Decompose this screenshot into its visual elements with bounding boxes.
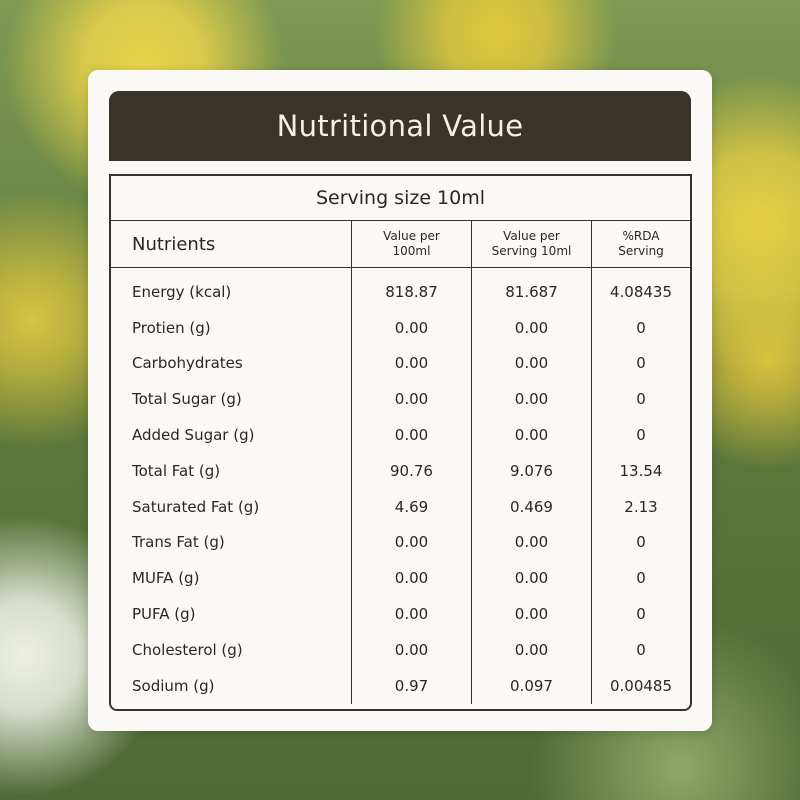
rda-percent: 0 (591, 345, 690, 382)
value-per-100ml: 0.00 (351, 596, 471, 632)
row-spacer (351, 268, 471, 274)
header-value-per-serving: Value per Serving 10ml (471, 221, 591, 268)
rda-percent: 4.08435 (591, 274, 690, 310)
row-spacer (591, 268, 690, 274)
rda-percent: 0.00485 (591, 667, 690, 704)
value-per-serving: 0.00 (471, 596, 591, 632)
rda-percent: 0 (591, 560, 690, 597)
value-per-serving: 0.00 (471, 345, 591, 382)
rda-percent: 0 (591, 417, 690, 453)
header-nutrients: Nutrients (111, 221, 351, 268)
nutrient-name: Carbohydrates (132, 354, 243, 373)
nutrition-table: Serving size 10ml Nutrients Value per 10… (109, 174, 692, 711)
rda-percent: 0 (591, 381, 690, 418)
value-per-serving: 0.00 (471, 381, 591, 418)
value-per-100ml: 0.00 (351, 345, 471, 382)
nutrition-grid: Nutrients Value per 100ml Value per Serv… (111, 221, 690, 704)
nutrient-name: Saturated Fat (g) (132, 497, 260, 516)
nutrient-name: MUFA (g) (132, 569, 200, 588)
page-title: Nutritional Value (276, 109, 524, 143)
nutrient-name: Total Fat (g) (132, 461, 221, 480)
value-per-100ml: 0.00 (351, 560, 471, 597)
nutrient-name: Trans Fat (g) (132, 533, 225, 552)
value-per-serving: 0.469 (471, 488, 591, 525)
nutrient-name: Cholesterol (g) (132, 640, 243, 659)
value-per-serving: 0.097 (471, 667, 591, 704)
nutrient-name: Sodium (g) (132, 676, 215, 695)
rda-percent: 0 (591, 596, 690, 632)
value-per-100ml: 0.00 (351, 309, 471, 346)
rda-percent: 13.54 (591, 452, 690, 489)
nutrient-name: Added Sugar (g) (132, 426, 255, 445)
value-per-100ml: 0.97 (351, 667, 471, 704)
nutrition-card: Nutritional Value Serving size 10ml Nutr… (88, 70, 712, 731)
value-per-100ml: 90.76 (351, 452, 471, 489)
rda-percent: 0 (591, 524, 690, 561)
value-per-serving: 81.687 (471, 274, 591, 310)
nutrient-name: Total Sugar (g) (132, 390, 242, 409)
value-per-serving: 0.00 (471, 631, 591, 668)
value-per-100ml: 0.00 (351, 381, 471, 418)
value-per-serving: 0.00 (471, 309, 591, 346)
value-per-100ml: 4.69 (351, 488, 471, 525)
value-per-100ml: 0.00 (351, 524, 471, 561)
value-per-serving: 0.00 (471, 560, 591, 597)
header-value-per-100ml: Value per 100ml (351, 221, 471, 268)
value-per-100ml: 0.00 (351, 631, 471, 668)
value-per-serving: 0.00 (471, 417, 591, 453)
nutrient-name: PUFA (g) (132, 605, 196, 624)
rda-percent: 0 (591, 309, 690, 346)
rda-percent: 0 (591, 631, 690, 668)
header-rda-serving: %RDA Serving (591, 221, 690, 268)
nutrient-name: Protien (g) (132, 318, 211, 337)
value-per-100ml: 818.87 (351, 274, 471, 310)
title-bar: Nutritional Value (109, 91, 691, 161)
value-per-serving: 0.00 (471, 524, 591, 561)
nutrient-name: Energy (kcal) (132, 282, 232, 301)
value-per-serving: 9.076 (471, 452, 591, 489)
serving-size: Serving size 10ml (111, 176, 690, 221)
value-per-100ml: 0.00 (351, 417, 471, 453)
rda-percent: 2.13 (591, 488, 690, 525)
row-spacer (471, 268, 591, 274)
